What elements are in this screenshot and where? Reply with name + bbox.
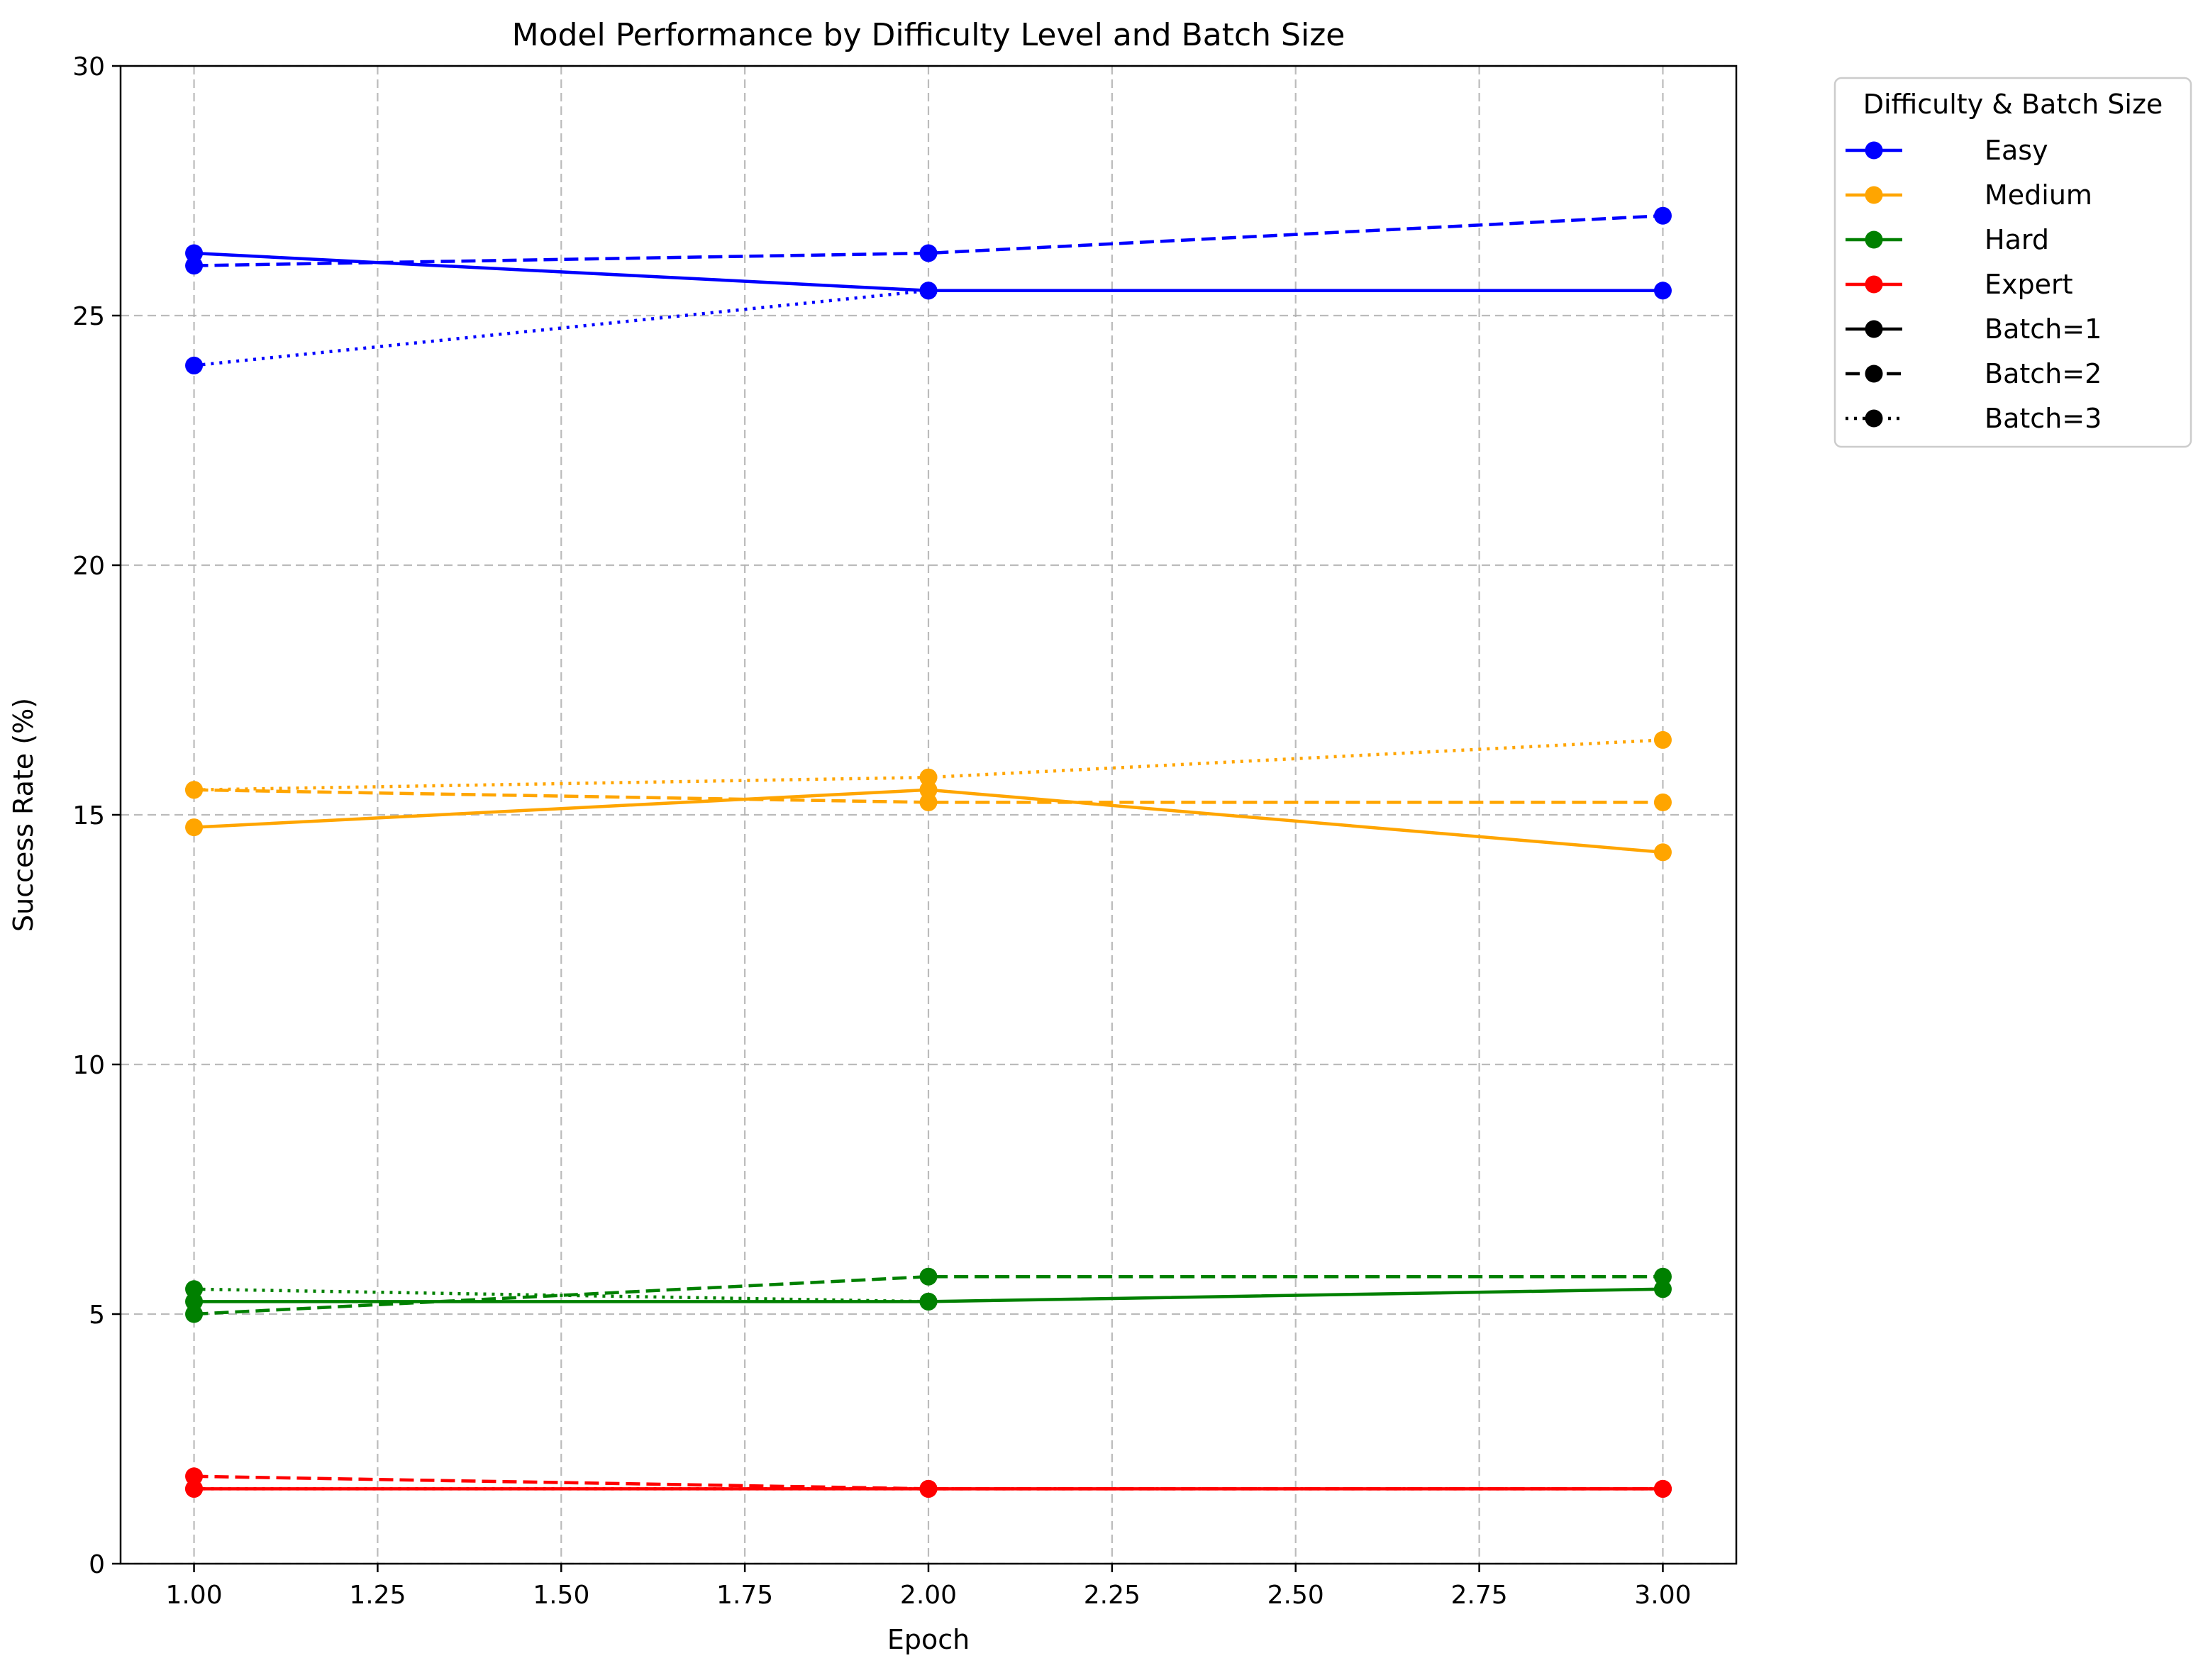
x-tick-label: 1.50 [533, 1581, 589, 1610]
data-point-hard-batch-2 [919, 1267, 938, 1286]
data-point-easy-batch-2 [919, 244, 938, 262]
data-point-medium-batch-2 [1653, 793, 1672, 811]
series-line-medium-batch-2 [194, 788, 1663, 804]
x-tick-label: 2.75 [1451, 1581, 1508, 1610]
x-axis-label: Epoch [887, 1624, 970, 1655]
data-point-easy-batch-2 [1653, 206, 1672, 225]
series-line-hard-batch-2 [194, 1274, 1663, 1316]
legend-swatch-marker [1865, 141, 1883, 160]
series-hard-batch-3 [185, 1280, 938, 1311]
series-line-hard-batch-3 [194, 1287, 929, 1303]
x-tick-label: 2.00 [900, 1581, 957, 1610]
series-medium-batch-3 [185, 730, 1672, 799]
series-line-easy-batch-2 [194, 213, 1663, 267]
y-axis-ticks: 0 5 10 15 20 25 30 [72, 52, 121, 1579]
x-tick-label: 2.25 [1084, 1581, 1141, 1610]
y-axis-label: Success Rate (%) [8, 698, 39, 932]
x-tick-label: 3.00 [1634, 1581, 1691, 1610]
legend-entries: Easy Medium Hard Expert Batch=1 Batch=2 Batch=… [1846, 135, 2102, 434]
x-tick-label: 1.00 [165, 1581, 222, 1610]
legend-swatch-marker [1865, 186, 1883, 204]
data-point-hard-batch-2 [185, 1305, 204, 1323]
y-tick-label: 15 [72, 801, 105, 830]
x-axis-ticks: 1.00 1.25 1.50 1.75 2.00 2.25 2.50 2.75 3.00 [165, 1564, 1692, 1610]
data-point-medium-batch-3 [1653, 730, 1672, 749]
y-tick-label: 10 [72, 1051, 105, 1080]
legend-label: Medium [1985, 179, 2092, 211]
data-point-hard-batch-1 [1653, 1280, 1672, 1298]
series-easy-batch-2 [185, 206, 1672, 275]
legend-entry-expert: Expert [1846, 269, 2073, 300]
legend-entry-batch-3: Batch=3 [1846, 403, 2102, 434]
legend-label: Batch=2 [1985, 358, 2102, 389]
chart-title: Model Performance by Difficulty Level an… [512, 17, 1345, 53]
y-tick-label: 5 [89, 1301, 105, 1330]
series-layer [185, 206, 1672, 1498]
legend-label: Expert [1985, 269, 2073, 300]
x-tick-label: 2.50 [1267, 1581, 1324, 1610]
data-point-easy-batch-1 [185, 244, 204, 262]
x-tick-label: 1.25 [349, 1581, 406, 1610]
data-point-hard-batch-1 [185, 1292, 204, 1311]
data-point-hard-batch-3 [919, 1292, 938, 1311]
data-point-hard-batch-2 [1653, 1267, 1672, 1286]
legend-entry-hard: Hard [1846, 224, 2049, 255]
data-point-expert-batch-3 [185, 1479, 204, 1498]
x-tick-label: 1.75 [716, 1581, 773, 1610]
legend-box [1833, 77, 2192, 448]
data-point-expert-batch-2 [185, 1467, 204, 1486]
data-point-expert-batch-3 [1653, 1479, 1672, 1498]
legend-title: Difficulty & Batch Size [1863, 89, 2163, 120]
data-point-easy-batch-2 [185, 257, 204, 275]
data-point-medium-batch-1 [1653, 843, 1672, 862]
y-tick-label: 25 [72, 302, 105, 331]
legend-label: Easy [1985, 135, 2048, 166]
series-line-expert-batch-2 [194, 1474, 1663, 1491]
data-point-medium-batch-3 [185, 781, 204, 799]
legend-entry-medium: Medium [1846, 179, 2092, 211]
series-medium-batch-1 [185, 781, 1672, 862]
legend-label: Batch=1 [1985, 313, 2102, 345]
data-point-expert-batch-3 [919, 1479, 938, 1498]
legend-entry-easy: Easy [1846, 135, 2048, 166]
legend-swatch-marker [1865, 365, 1883, 383]
y-tick-label: 0 [89, 1550, 105, 1579]
series-expert-batch-3 [185, 1479, 1672, 1498]
series-line-easy-batch-3 [194, 289, 929, 367]
data-point-medium-batch-1 [919, 781, 938, 799]
data-point-medium-batch-2 [919, 793, 938, 811]
legend: Difficulty & Batch Size Easy Medium Hard Ex… [1833, 77, 2192, 448]
legend-label: Hard [1985, 224, 2049, 255]
grid [121, 65, 1736, 1565]
legend-swatch-marker [1865, 409, 1883, 428]
data-point-easy-batch-1 [1653, 282, 1672, 300]
data-point-easy-batch-3 [185, 356, 204, 374]
series-hard-batch-2 [185, 1267, 1672, 1323]
legend-swatch-marker [1865, 275, 1883, 294]
data-point-easy-batch-3 [919, 282, 938, 300]
legend-label: Batch=3 [1985, 403, 2102, 434]
legend-entry-batch-1: Batch=1 [1846, 313, 2102, 345]
legend-swatch-marker [1865, 230, 1883, 249]
data-point-medium-batch-3 [919, 768, 938, 786]
data-point-hard-batch-3 [185, 1280, 204, 1298]
legend-entry-batch-2: Batch=2 [1846, 358, 2102, 389]
y-tick-label: 20 [72, 552, 105, 581]
legend-swatch-marker [1865, 320, 1883, 338]
series-easy-batch-3 [185, 282, 938, 374]
data-point-medium-batch-1 [185, 818, 204, 837]
y-tick-label: 30 [72, 52, 105, 82]
